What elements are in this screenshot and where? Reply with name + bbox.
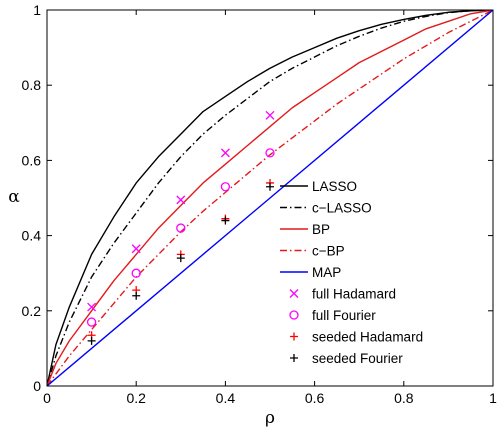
y-tick-label: 0.8: [22, 77, 42, 93]
point-seeded-fourier: [176, 254, 185, 263]
legend-label-bp: BP: [312, 222, 330, 237]
legend-label-lasso: LASSO: [312, 179, 357, 194]
point-full-hadamard: [176, 195, 186, 205]
x-tick-label: 0.6: [305, 390, 325, 406]
ticks-layer: 0 0.2 0.4 0.6 0.8 1 0 0.2 0.4 0.6 0.8 1: [22, 2, 498, 406]
series-layer: [47, 10, 493, 386]
x-tick-label: 0.2: [126, 390, 146, 406]
point-full-fourier: [265, 148, 275, 158]
x-tick-label: 0.4: [216, 390, 236, 406]
x-tick-label: 0: [43, 390, 51, 406]
point-full-fourier: [131, 268, 141, 278]
point-seeded-fourier: [87, 336, 96, 345]
legend: LASSO c−LASSO BP c−BP MAP full Hadamard full F…: [280, 179, 423, 366]
point-full-hadamard: [87, 302, 97, 312]
series-line-lasso: [47, 10, 493, 386]
legend-label-c-lasso: c−LASSO: [312, 201, 372, 216]
y-tick-label: 1: [33, 2, 41, 18]
legend-label-map: MAP: [312, 265, 341, 280]
point-seeded-fourier: [132, 291, 141, 300]
point-seeded-fourier: [266, 182, 274, 191]
series-line-bp: [47, 10, 493, 386]
legend-label-full-fourier: full Fourier: [312, 308, 376, 323]
legend-label-seeded-hadamard: seeded Hadamard: [312, 330, 423, 345]
y-tick-label: 0: [33, 378, 41, 394]
series-line-c-lasso: [47, 10, 493, 386]
y-tick-label: 0.4: [22, 228, 42, 244]
legend-swatch-full-fourier: [289, 310, 299, 320]
plot-frame: [46, 9, 494, 387]
x-tick-label: 0.8: [394, 390, 414, 406]
series-line-map: [47, 10, 493, 386]
point-full-fourier: [86, 317, 97, 327]
y-tick-label: 0.2: [22, 303, 42, 319]
legend-swatch-seeded-fourier: [290, 354, 298, 362]
series-line-c-bp: [47, 10, 493, 386]
legend-label-seeded-fourier: seeded Fourier: [312, 351, 403, 366]
y-axis-label: α: [8, 187, 20, 207]
y-tick-label: 0.6: [22, 152, 42, 168]
legend-swatch-full-hadamard: [289, 289, 299, 298]
x-tick-label: 1: [489, 390, 497, 406]
legend-swatch-seeded-hadamard: [290, 332, 298, 341]
legend-label-c-bp: c−BP: [312, 244, 345, 259]
x-axis-label: ρ: [265, 408, 275, 428]
point-full-hadamard: [265, 110, 275, 120]
point-full-fourier: [220, 182, 231, 192]
point-seeded-fourier: [221, 216, 230, 225]
point-full-hadamard: [131, 244, 141, 254]
legend-label-full-hadamard: full Hadamard: [312, 287, 396, 302]
point-full-fourier: [176, 223, 186, 233]
point-full-hadamard: [220, 148, 230, 158]
